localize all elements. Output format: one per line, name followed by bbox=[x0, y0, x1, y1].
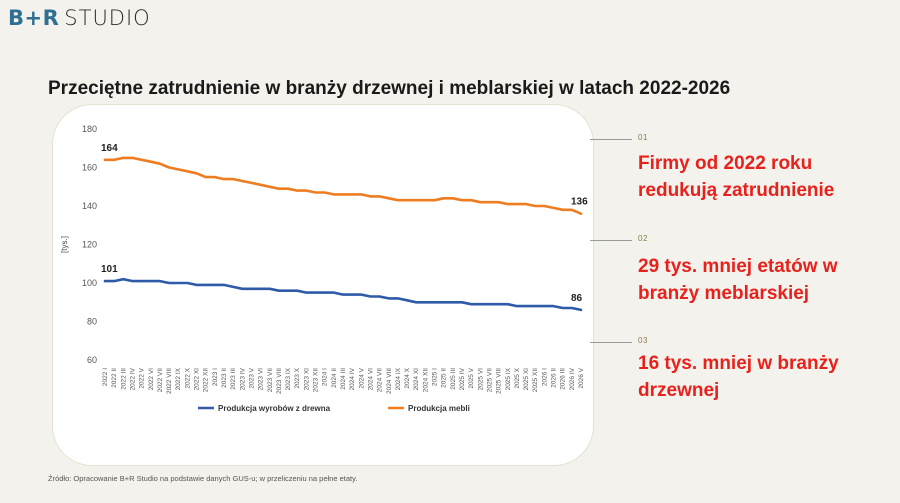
point-03-text: 16 tys. mniej w branży drzewnej bbox=[638, 353, 839, 401]
brand-logo: B+R STUDIO bbox=[8, 6, 151, 32]
x-tick-label: 2022 X bbox=[184, 367, 191, 388]
x-tick-label: 2022 IV bbox=[129, 367, 136, 390]
x-tick-label: 2023 VIII bbox=[276, 368, 283, 394]
x-tick-label: 2026 III bbox=[560, 368, 567, 390]
point-01-text: Firmy od 2022 roku redukują zatrudnienie bbox=[638, 153, 835, 201]
x-tick-label: 2025 IV bbox=[459, 367, 466, 390]
x-tick-label: 2023 XII bbox=[313, 368, 320, 392]
x-tick-label: 2023 V bbox=[248, 367, 255, 388]
point-02-text: 29 tys. mniej etatów w branży meblarskie… bbox=[638, 256, 838, 304]
x-tick-label: 2025 V bbox=[468, 367, 475, 388]
point-number: 03 bbox=[638, 336, 648, 345]
x-tick-label: 2022 II bbox=[111, 368, 118, 388]
x-tick-label: 2023 XI bbox=[303, 368, 310, 391]
x-tick-label: 2025 VI bbox=[477, 368, 484, 391]
y-tick-label: 160 bbox=[82, 163, 97, 173]
y-tick-label: 180 bbox=[82, 124, 97, 134]
page-title: Przeciętne zatrudnienie w branży drzewne… bbox=[48, 78, 731, 99]
x-tick-label: 2023 III bbox=[230, 368, 237, 390]
logo-brand: B+R bbox=[8, 6, 60, 30]
point-divider bbox=[590, 342, 632, 343]
x-tick-label: 2024 II bbox=[331, 368, 338, 388]
data-label-first: 164 bbox=[101, 143, 118, 154]
legend-label: Produkcja wyrobów z drewna bbox=[218, 404, 331, 413]
source-note: Źródło: Opracowanie B+R Studio na podsta… bbox=[48, 474, 358, 483]
y-tick-label: 80 bbox=[87, 317, 97, 327]
x-tick-label: 2023 I bbox=[212, 368, 219, 386]
data-label-last: 86 bbox=[571, 293, 583, 304]
series-line-wood bbox=[103, 277, 583, 312]
x-tick-label: 2024 III bbox=[340, 368, 347, 390]
x-tick-label: 2022 XII bbox=[203, 368, 210, 392]
x-tick-label: 2023 VII bbox=[267, 368, 274, 392]
x-tick-label: 2025 I bbox=[432, 368, 439, 386]
x-tick-label: 2023 X bbox=[294, 367, 301, 388]
point-divider bbox=[590, 240, 632, 241]
x-tick-label: 2025 IX bbox=[505, 367, 512, 390]
x-tick-label: 2024 IX bbox=[395, 367, 402, 390]
x-tick-label: 2024 IV bbox=[349, 367, 356, 390]
x-tick-label: 2024 XI bbox=[413, 368, 420, 391]
x-tick-label: 2025 VII bbox=[486, 368, 493, 392]
y-tick-label: 100 bbox=[82, 278, 97, 288]
x-tick-label: 2022 VII bbox=[157, 368, 164, 392]
x-tick-label: 2024 I bbox=[322, 368, 329, 386]
x-tick-label: 2025 III bbox=[450, 368, 457, 390]
x-tick-label: 2023 IV bbox=[239, 367, 246, 390]
point-number: 02 bbox=[638, 234, 648, 243]
series-line-furniture bbox=[103, 156, 583, 215]
x-tick-label: 2026 I bbox=[541, 368, 548, 386]
y-tick-label: 140 bbox=[82, 201, 97, 211]
x-tick-label: 2022 XI bbox=[194, 368, 201, 391]
point-number: 01 bbox=[638, 133, 648, 142]
x-tick-label: 2022 IX bbox=[175, 367, 182, 390]
x-tick-label: 2024 VII bbox=[377, 368, 384, 392]
data-label-first: 101 bbox=[101, 264, 118, 275]
x-tick-label: 2026 IV bbox=[569, 367, 576, 390]
x-tick-label: 2025 VIII bbox=[496, 368, 503, 394]
y-axis-label: [tys.] bbox=[60, 236, 69, 253]
x-tick-label: 2026 II bbox=[551, 368, 558, 388]
x-tick-label: 2024 VI bbox=[367, 368, 374, 391]
x-tick-label: 2022 V bbox=[139, 367, 146, 388]
x-tick-label: 2022 III bbox=[120, 368, 127, 390]
logo-studio: STUDIO bbox=[64, 6, 151, 30]
x-tick-label: 2023 IX bbox=[285, 367, 292, 390]
x-tick-label: 2023 II bbox=[221, 368, 228, 388]
x-tick-label: 2025 II bbox=[441, 368, 448, 388]
y-tick-label: 60 bbox=[87, 355, 97, 365]
data-label-last: 136 bbox=[571, 197, 588, 208]
x-tick-label: 2022 VI bbox=[148, 368, 155, 391]
legend-label: Produkcja mebli bbox=[408, 404, 470, 413]
x-tick-label: 2025 XII bbox=[532, 368, 539, 392]
chart-card: 60 80 100 120 140 160 180 [tys.] 2022 I 2022 II 20… bbox=[52, 104, 594, 466]
y-tick-label: 120 bbox=[82, 240, 97, 250]
x-tick-label: 2026 V bbox=[578, 367, 585, 388]
x-tick-label: 2022 I bbox=[102, 368, 109, 386]
x-tick-label: 2025 XI bbox=[523, 368, 530, 391]
point-divider bbox=[590, 139, 632, 140]
x-tick-label: 2022 VIII bbox=[166, 368, 173, 394]
x-tick-label: 2025 X bbox=[514, 367, 521, 388]
x-tick-label: 2024 VIII bbox=[386, 368, 393, 394]
x-tick-label: 2023 VI bbox=[258, 368, 265, 391]
x-tick-label: 2024 XII bbox=[422, 368, 429, 392]
x-tick-label: 2024 V bbox=[358, 367, 365, 388]
x-tick-label: 2024 X bbox=[404, 367, 411, 388]
